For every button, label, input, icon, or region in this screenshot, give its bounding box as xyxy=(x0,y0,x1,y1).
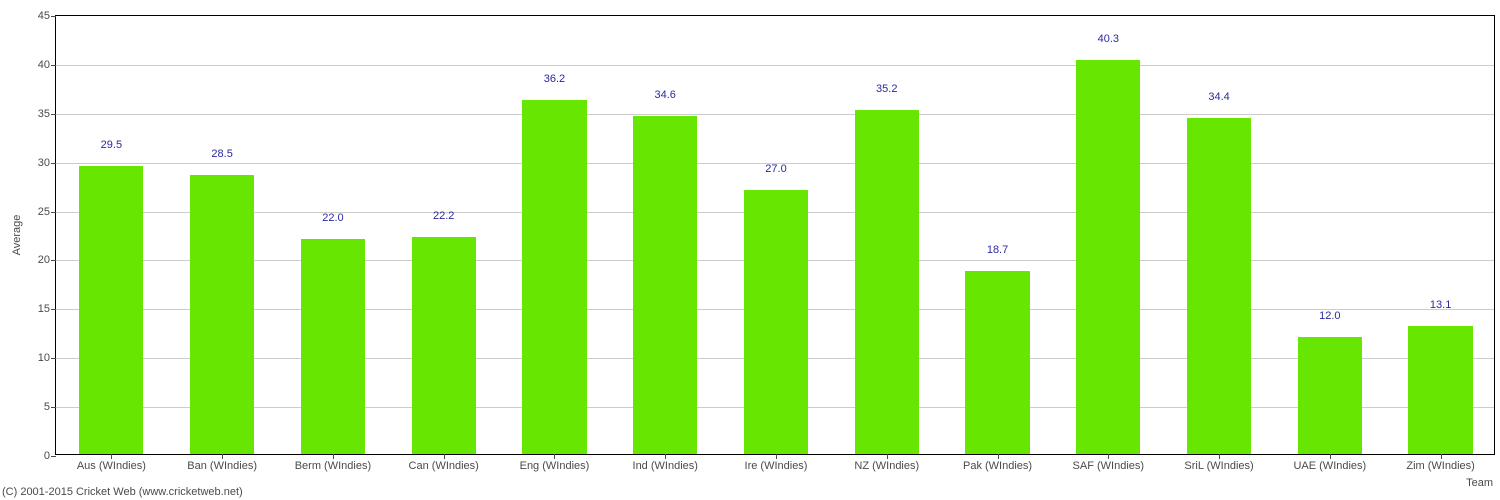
bar-value-label: 18.7 xyxy=(987,244,1008,256)
plot-area: 05101520253035404529.5Aus (WIndies)28.5B… xyxy=(55,15,1495,455)
bar xyxy=(79,166,143,454)
x-tick-label: Ban (WIndies) xyxy=(187,454,257,472)
y-tick-label: 45 xyxy=(38,10,56,22)
bar-value-label: 40.3 xyxy=(1098,33,1119,45)
bar xyxy=(522,100,586,454)
x-tick-label: Berm (WIndies) xyxy=(295,454,371,472)
x-tick-label: Ire (WIndies) xyxy=(745,454,808,472)
bar-value-label: 13.1 xyxy=(1430,299,1451,311)
gridline xyxy=(56,114,1494,115)
bar xyxy=(190,175,254,454)
bar-value-label: 12.0 xyxy=(1319,310,1340,322)
x-tick-label: Zim (WIndies) xyxy=(1406,454,1474,472)
y-tick-label: 20 xyxy=(38,254,56,266)
x-tick-label: Eng (WIndies) xyxy=(520,454,590,472)
bar-value-label: 27.0 xyxy=(765,163,786,175)
bar xyxy=(301,239,365,454)
bar-value-label: 36.2 xyxy=(544,73,565,85)
y-tick-label: 30 xyxy=(38,157,56,169)
bar-value-label: 22.0 xyxy=(322,212,343,224)
x-axis-title: Team xyxy=(1466,477,1493,489)
bar xyxy=(1298,337,1362,454)
y-tick-label: 10 xyxy=(38,352,56,364)
chart-container: 0 5 10 15 20 25 30 35 40 45 29.5 Aus (WIndies) 28.5 B… xyxy=(0,0,1500,500)
copyright-footer: (C) 2001-2015 Cricket Web (www.cricketwe… xyxy=(2,486,243,498)
bar xyxy=(633,116,697,454)
bar xyxy=(1076,60,1140,454)
bar xyxy=(855,110,919,454)
y-tick-label: 25 xyxy=(38,206,56,218)
bar xyxy=(1187,118,1251,454)
y-tick-label: 5 xyxy=(44,401,56,413)
y-axis-title: Average xyxy=(11,215,23,256)
bar xyxy=(965,271,1029,454)
bar xyxy=(412,237,476,454)
y-tick-label: 40 xyxy=(38,59,56,71)
x-tick-label: Aus (WIndies) xyxy=(77,454,146,472)
x-tick-label: SriL (WIndies) xyxy=(1184,454,1253,472)
bar-value-label: 29.5 xyxy=(101,139,122,151)
x-tick-label: Can (WIndies) xyxy=(409,454,479,472)
x-tick-label: NZ (WIndies) xyxy=(854,454,919,472)
bar xyxy=(744,190,808,454)
bar-value-label: 34.6 xyxy=(655,89,676,101)
x-tick-label: UAE (WIndies) xyxy=(1293,454,1366,472)
y-tick-label: 0 xyxy=(44,450,56,462)
gridline xyxy=(56,65,1494,66)
x-tick-label: SAF (WIndies) xyxy=(1073,454,1145,472)
bar-value-label: 34.4 xyxy=(1208,91,1229,103)
bar-value-label: 22.2 xyxy=(433,210,454,222)
y-tick-label: 35 xyxy=(38,108,56,120)
bar-value-label: 35.2 xyxy=(876,83,897,95)
bar-value-label: 28.5 xyxy=(211,148,232,160)
x-tick-label: Ind (WIndies) xyxy=(633,454,698,472)
bar xyxy=(1408,326,1472,454)
y-tick-label: 15 xyxy=(38,303,56,315)
x-tick-label: Pak (WIndies) xyxy=(963,454,1032,472)
